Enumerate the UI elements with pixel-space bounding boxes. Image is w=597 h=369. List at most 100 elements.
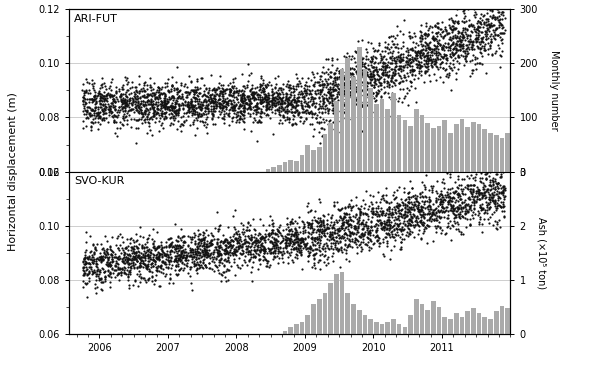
Point [173, 118, 183, 124]
Point [396, 196, 405, 202]
Point [224, 110, 234, 115]
Point [91, 271, 101, 277]
Point [389, 57, 399, 63]
Point [475, 196, 485, 202]
Point [103, 251, 113, 257]
Point [91, 95, 100, 101]
Point [480, 207, 490, 213]
Point [133, 102, 142, 108]
Point [364, 231, 373, 237]
Point [195, 231, 205, 237]
Point [159, 98, 169, 104]
Point [383, 62, 392, 68]
Point [134, 73, 143, 79]
Point [174, 263, 183, 269]
Point [130, 99, 140, 104]
Point [328, 92, 338, 98]
Point [261, 250, 271, 256]
Point [260, 244, 269, 250]
Point [478, 43, 487, 49]
Point [123, 255, 133, 261]
Point [389, 211, 398, 217]
Point [291, 103, 300, 109]
Point [174, 87, 184, 93]
Point [282, 237, 292, 243]
Point [158, 270, 167, 276]
Point [293, 239, 302, 245]
Point [492, 32, 501, 38]
Point [167, 105, 177, 111]
Point [282, 243, 292, 249]
Point [406, 211, 416, 217]
Point [86, 248, 96, 254]
Point [96, 97, 105, 103]
Point [171, 243, 181, 249]
Point [318, 243, 328, 249]
Point [376, 222, 386, 228]
Point [467, 182, 476, 188]
Point [318, 133, 327, 139]
Point [183, 233, 192, 239]
Point [393, 223, 403, 229]
Point [310, 260, 319, 266]
Point [202, 247, 211, 253]
Point [424, 223, 434, 229]
Point [212, 247, 221, 253]
Point [396, 51, 406, 56]
Point [322, 221, 332, 227]
Point [376, 217, 385, 223]
Point [453, 190, 463, 196]
Point [319, 127, 329, 132]
Point [373, 209, 382, 215]
Point [199, 245, 208, 251]
Point [86, 96, 96, 102]
Point [433, 29, 443, 35]
Point [79, 98, 88, 104]
Point [226, 98, 236, 104]
Point [343, 220, 352, 225]
Point [153, 255, 162, 261]
Point [299, 88, 309, 94]
Point [439, 54, 448, 59]
Point [423, 52, 432, 58]
Point [346, 116, 356, 122]
Point [199, 237, 208, 243]
Point [472, 199, 481, 205]
Point [319, 213, 329, 218]
Point [316, 219, 326, 225]
Point [140, 250, 150, 256]
Point [273, 238, 283, 244]
Point [441, 52, 450, 58]
Point [113, 245, 122, 251]
Point [140, 101, 150, 107]
Point [454, 206, 463, 212]
Bar [391, 93, 396, 172]
Point [229, 248, 239, 254]
Point [473, 190, 483, 196]
Point [335, 238, 344, 244]
Point [333, 247, 343, 253]
Point [248, 89, 257, 94]
Point [385, 49, 395, 55]
Point [429, 50, 438, 56]
Point [428, 210, 438, 216]
Point [119, 108, 128, 114]
Point [398, 64, 408, 70]
Point [262, 111, 272, 117]
Point [261, 83, 270, 89]
Point [199, 248, 208, 254]
Point [200, 108, 210, 114]
Point [174, 256, 184, 262]
Point [319, 259, 329, 265]
Point [357, 231, 367, 237]
Point [346, 85, 355, 90]
Point [318, 246, 328, 252]
Point [249, 254, 259, 260]
Point [438, 201, 447, 207]
Point [344, 241, 354, 247]
Point [394, 66, 404, 72]
Point [312, 112, 322, 118]
Point [175, 252, 184, 258]
Point [236, 244, 246, 250]
Point [398, 63, 408, 69]
